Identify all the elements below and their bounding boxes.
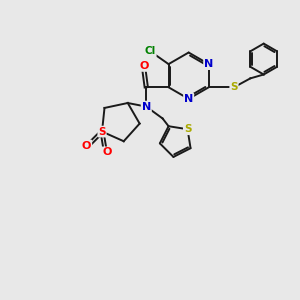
Text: S: S — [184, 124, 191, 134]
Text: O: O — [82, 140, 91, 151]
Text: O: O — [139, 61, 148, 71]
Text: S: S — [230, 82, 238, 92]
Text: N: N — [142, 102, 151, 112]
Text: O: O — [103, 147, 112, 158]
Text: S: S — [98, 127, 106, 136]
Text: Cl: Cl — [145, 46, 156, 56]
Text: N: N — [184, 94, 193, 104]
Text: N: N — [204, 59, 213, 69]
